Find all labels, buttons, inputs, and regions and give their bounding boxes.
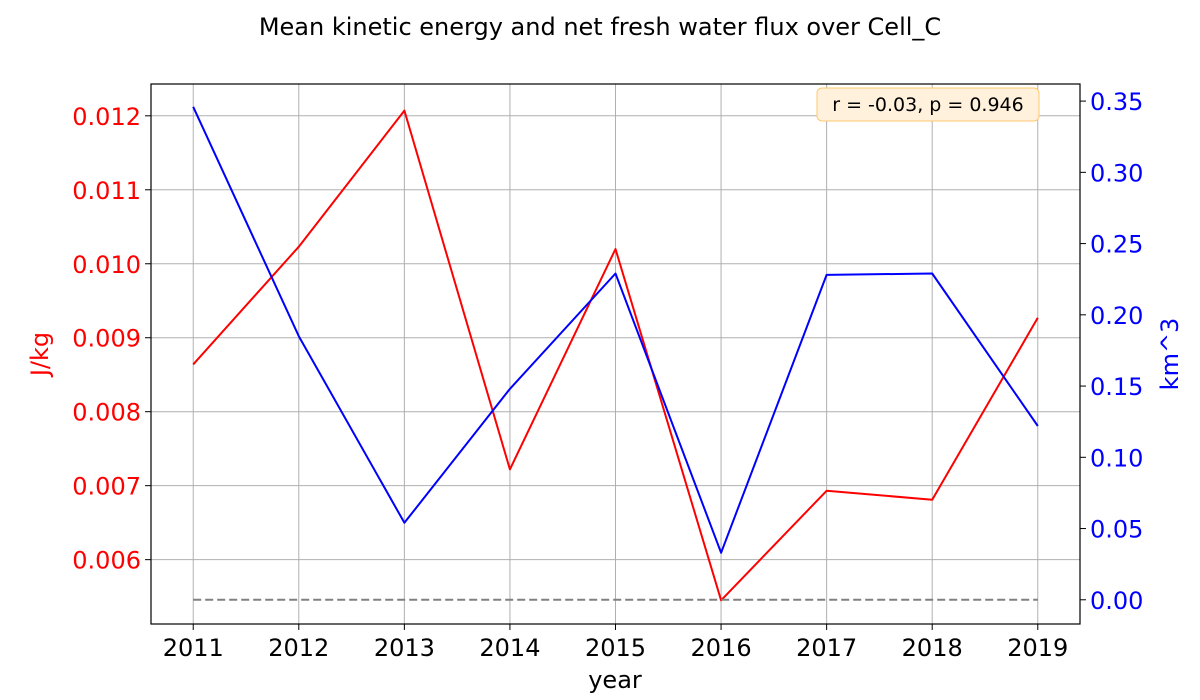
x-tick-label: 2011	[163, 634, 224, 662]
x-tick-label: 2014	[479, 634, 540, 662]
annotation-text: r = -0.03, p = 0.946	[832, 94, 1024, 116]
right-tick-label: 0.35	[1090, 88, 1143, 116]
right-tick-label: 0.00	[1090, 587, 1143, 615]
left-tick-label: 0.006	[72, 547, 141, 575]
chart-title: Mean kinetic energy and net fresh water …	[259, 13, 941, 41]
annotation-box	[816, 87, 1040, 122]
right-axis-title: km^3	[1156, 318, 1184, 391]
x-axis-title: year	[588, 666, 642, 694]
left-tick-label: 0.007	[72, 473, 141, 501]
right-tick-label: 0.10	[1090, 444, 1143, 472]
correlation-annotation: r = -0.03, p = 0.946	[816, 87, 1040, 122]
x-tick-label: 2019	[1007, 634, 1068, 662]
left-tick-label: 0.012	[72, 103, 141, 131]
grid	[151, 84, 1080, 624]
left-tick-label: 0.010	[72, 251, 141, 279]
x-tick-label: 2016	[691, 634, 752, 662]
right-tick-label: 0.30	[1090, 159, 1143, 187]
right-axis-ticks: 0.00 0.05 0.10 0.15 0.20 0.25 0.30 0.35	[1080, 88, 1143, 615]
left-tick-label: 0.011	[72, 177, 141, 205]
right-tick-label: 0.05	[1090, 516, 1143, 544]
kinetic-energy-line	[192, 109, 1039, 602]
left-axis-title: J/kg	[26, 332, 54, 378]
x-tick-label: 2015	[585, 634, 646, 662]
left-tick-label: 0.008	[72, 399, 141, 427]
x-axis-ticks: 2011 2012 2013 2014 2015 2016 2017 2018 2019	[163, 624, 1068, 662]
left-tick-label: 0.009	[72, 325, 141, 353]
left-axis-ticks: 0.006 0.007 0.008 0.009 0.010 0.011 0.012	[72, 103, 151, 575]
right-tick-label: 0.20	[1090, 302, 1143, 330]
right-tick-label: 0.25	[1090, 231, 1143, 259]
x-tick-label: 2012	[268, 634, 329, 662]
x-tick-label: 2013	[374, 634, 435, 662]
x-tick-label: 2018	[902, 634, 963, 662]
fresh-water-flux-line	[192, 106, 1039, 554]
right-tick-label: 0.15	[1090, 373, 1143, 401]
series-layer	[192, 106, 1039, 602]
x-tick-label: 2017	[796, 634, 857, 662]
